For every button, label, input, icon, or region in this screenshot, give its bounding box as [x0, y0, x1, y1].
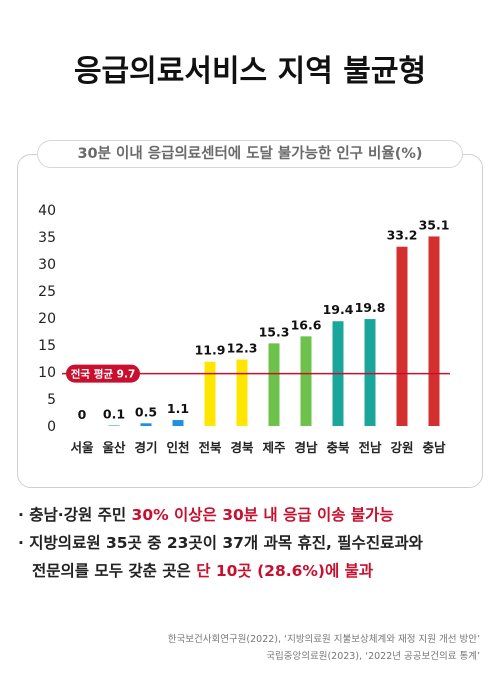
- y-tick-label: 35: [38, 230, 56, 246]
- x-tick-label: 경남: [294, 440, 318, 455]
- data-label: 33.2: [387, 228, 418, 243]
- bullet-2: · 지방의료원 35곳 중 23곳이 37개 과목 휴진, 필수진료과와: [18, 529, 488, 557]
- data-label: 16.6: [291, 317, 322, 332]
- bar-경기: [140, 423, 152, 426]
- bar-강원: [396, 246, 408, 426]
- bullet-3-text: 전문의를 모두 갖춘 곳은: [32, 562, 197, 580]
- y-tick-label: 0: [47, 419, 56, 435]
- data-label: 15.3: [259, 324, 290, 339]
- y-tick-label: 5: [47, 392, 56, 408]
- page-title: 응급의료서비스 지역 불균형: [73, 54, 427, 89]
- bar-울산: [108, 425, 120, 426]
- bar-경남: [300, 336, 312, 426]
- data-label: 19.4: [323, 302, 354, 317]
- x-tick-label: 충북: [326, 440, 350, 455]
- bullet-2-text: · 지방의료원 35곳 중 23곳이 37개 과목 휴진, 필수진료과와: [18, 534, 423, 552]
- bullet-1: · 충남·강원 주민 30% 이상은 30분 내 응급 이송 불가능: [18, 501, 488, 529]
- data-label: 0: [78, 407, 87, 422]
- y-tick-label: 10: [38, 365, 56, 381]
- source-1: 한국보건사회연구원(2022), ‘지방의료원 지불보상체계와 재정 지원 개선…: [167, 634, 480, 645]
- x-tick-label: 충남: [422, 440, 446, 455]
- average-badge: [66, 364, 140, 383]
- y-tick-label: 30: [38, 257, 56, 273]
- data-label: 19.8: [355, 300, 386, 315]
- x-tick-label: 전남: [358, 440, 382, 455]
- data-label: 35.1: [419, 217, 450, 232]
- data-label: 0.1: [103, 406, 125, 421]
- bullet-2-continuation: 전문의를 모두 갖춘 곳은 단 10곳 (28.6%)에 불과: [18, 557, 488, 585]
- bar-제주: [268, 343, 280, 426]
- data-label: 12.3: [227, 341, 258, 356]
- x-tick-label: 서울: [70, 440, 94, 455]
- average-label: 전국 평균 9.7: [71, 368, 136, 381]
- x-tick-label: 전북: [198, 440, 222, 455]
- data-label: 11.9: [195, 343, 226, 358]
- y-tick-label: 40: [38, 203, 56, 219]
- chart-title: 30분 이내 응급의료센터에 도달 불가능한 인구 비율(%): [37, 140, 463, 168]
- x-tick-label: 강원: [390, 440, 413, 455]
- bullet-list: · 충남·강원 주민 30% 이상은 30분 내 응급 이송 불가능 · 지방의…: [18, 501, 488, 585]
- bullet-1-text: · 충남·강원 주민: [18, 506, 132, 524]
- data-label: 0.5: [135, 404, 157, 419]
- bar-인천: [172, 420, 184, 426]
- x-tick-label: 제주: [262, 440, 286, 455]
- x-tick-label: 인천: [166, 440, 189, 455]
- bullet-3-highlight: 단 10곳 (28.6%)에 불과: [196, 562, 374, 580]
- data-label: 1.1: [167, 401, 189, 416]
- y-tick-label: 15: [38, 338, 56, 354]
- source-2: 국립중앙의료원(2023), ‘2022년 공공보건의료 통계’: [266, 651, 480, 662]
- x-tick-label: 경북: [230, 440, 254, 455]
- y-tick-label: 20: [38, 311, 56, 327]
- bar-전북: [204, 361, 216, 426]
- bullet-1-highlight: 30% 이상은 30분 내 응급 이송 불가능: [131, 506, 394, 524]
- bar-경북: [236, 359, 248, 426]
- bar-충남: [428, 236, 440, 426]
- x-tick-label: 울산: [102, 440, 126, 455]
- bar-전남: [364, 319, 376, 426]
- y-tick-label: 25: [38, 284, 56, 300]
- x-tick-label: 경기: [134, 440, 157, 455]
